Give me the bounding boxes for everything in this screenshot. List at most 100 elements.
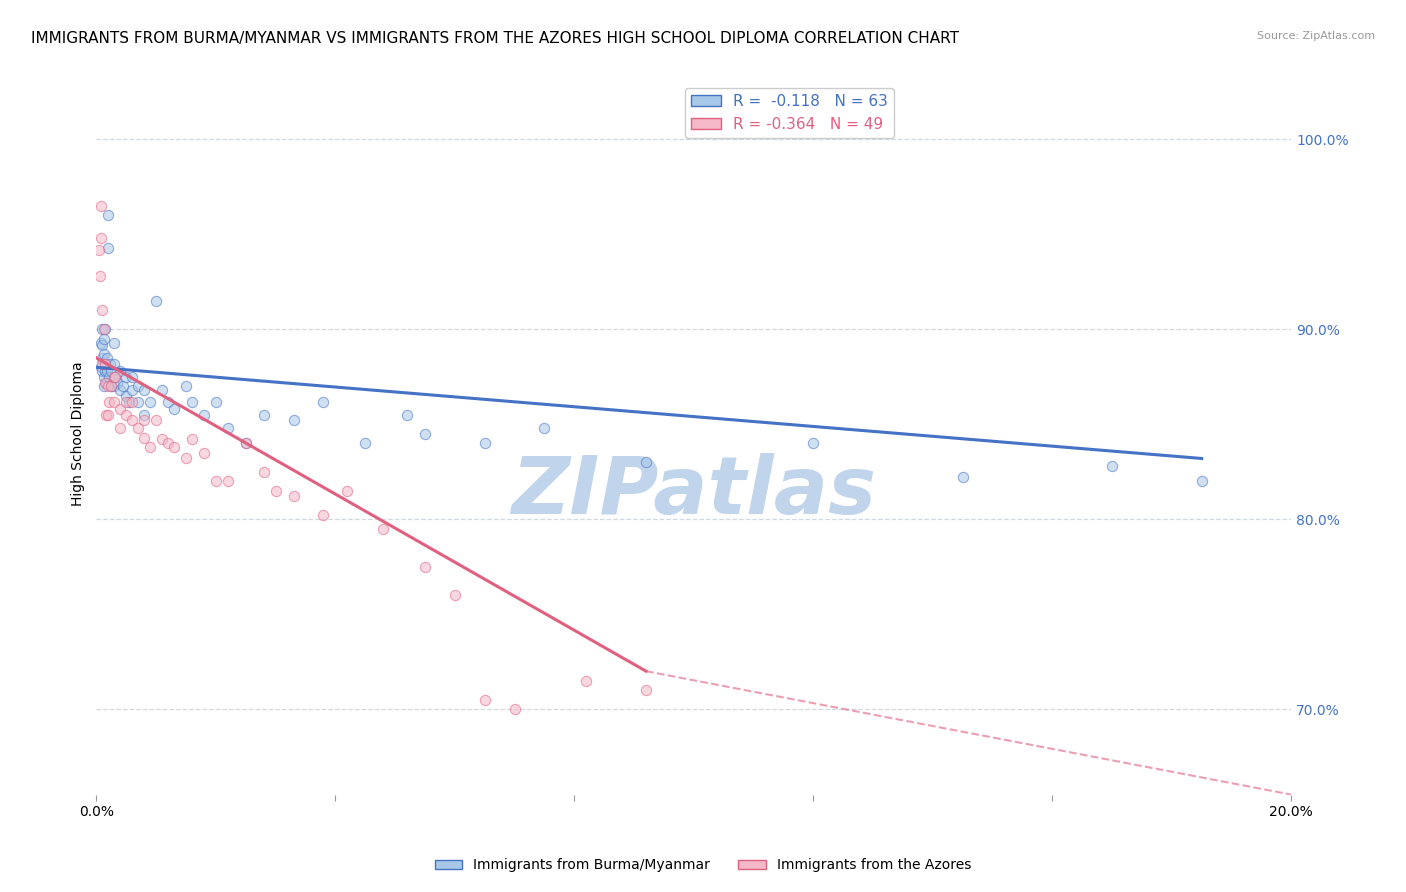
- Point: [121, 413, 143, 427]
- Point: [98, 394, 121, 409]
- Point: [205, 394, 228, 409]
- Point: [104, 369, 127, 384]
- Point: [121, 394, 143, 409]
- Point: [145, 293, 167, 308]
- Point: [217, 475, 239, 489]
- Point: [193, 408, 215, 422]
- Point: [174, 379, 197, 393]
- Point: [96, 364, 118, 378]
- Point: [91, 357, 114, 371]
- Point: [103, 335, 125, 350]
- Point: [121, 383, 143, 397]
- Point: [193, 446, 215, 460]
- Point: [100, 379, 122, 393]
- Point: [97, 208, 120, 222]
- Point: [134, 413, 156, 427]
- Point: [283, 413, 305, 427]
- Point: [952, 470, 974, 484]
- Point: [90, 231, 112, 245]
- Point: [396, 408, 419, 422]
- Point: [264, 483, 287, 498]
- Point: [474, 692, 496, 706]
- Point: [253, 465, 276, 479]
- Point: [98, 357, 121, 371]
- Point: [235, 436, 257, 450]
- Point: [312, 394, 335, 409]
- Point: [103, 369, 125, 384]
- Point: [93, 376, 115, 390]
- Point: [181, 394, 204, 409]
- Point: [93, 357, 115, 371]
- Point: [90, 335, 112, 350]
- Point: [93, 369, 115, 384]
- Point: [91, 303, 114, 318]
- Point: [139, 394, 162, 409]
- Point: [373, 522, 395, 536]
- Point: [801, 436, 824, 450]
- Point: [110, 402, 132, 417]
- Point: [205, 475, 228, 489]
- Point: [634, 455, 657, 469]
- Point: [115, 394, 138, 409]
- Point: [112, 379, 135, 393]
- Point: [634, 683, 657, 698]
- Point: [91, 364, 114, 378]
- Text: ZIPatlas: ZIPatlas: [512, 452, 876, 531]
- Point: [103, 394, 125, 409]
- Point: [89, 243, 111, 257]
- Point: [110, 383, 132, 397]
- Point: [157, 436, 180, 450]
- Legend: Immigrants from Burma/Myanmar, Immigrants from the Azores: Immigrants from Burma/Myanmar, Immigrant…: [429, 853, 977, 878]
- Point: [115, 408, 138, 422]
- Point: [1101, 459, 1123, 474]
- Point: [150, 433, 173, 447]
- Point: [474, 436, 496, 450]
- Point: [94, 322, 117, 336]
- Point: [97, 241, 120, 255]
- Point: [90, 351, 112, 365]
- Point: [1191, 475, 1213, 489]
- Point: [100, 379, 122, 393]
- Y-axis label: High School Diploma: High School Diploma: [72, 361, 86, 506]
- Point: [93, 379, 115, 393]
- Point: [163, 402, 186, 417]
- Point: [104, 369, 127, 384]
- Point: [336, 483, 359, 498]
- Legend: R =  -0.118   N = 63, R = -0.364   N = 49: R = -0.118 N = 63, R = -0.364 N = 49: [685, 87, 894, 137]
- Point: [312, 508, 335, 523]
- Point: [139, 440, 162, 454]
- Point: [110, 364, 132, 378]
- Point: [93, 322, 115, 336]
- Point: [91, 322, 114, 336]
- Point: [94, 357, 117, 371]
- Point: [103, 379, 125, 393]
- Point: [150, 383, 173, 397]
- Point: [100, 364, 122, 378]
- Text: IMMIGRANTS FROM BURMA/MYANMAR VS IMMIGRANTS FROM THE AZORES HIGH SCHOOL DIPLOMA : IMMIGRANTS FROM BURMA/MYANMAR VS IMMIGRA…: [31, 31, 959, 46]
- Point: [94, 376, 117, 390]
- Point: [110, 421, 132, 435]
- Point: [283, 490, 305, 504]
- Point: [93, 347, 115, 361]
- Point: [97, 408, 120, 422]
- Point: [118, 394, 141, 409]
- Point: [413, 559, 436, 574]
- Point: [90, 199, 112, 213]
- Point: [97, 379, 120, 393]
- Point: [181, 433, 204, 447]
- Point: [157, 394, 180, 409]
- Point: [127, 421, 149, 435]
- Point: [103, 357, 125, 371]
- Point: [127, 394, 149, 409]
- Point: [94, 364, 117, 378]
- Point: [121, 369, 143, 384]
- Point: [174, 451, 197, 466]
- Point: [503, 702, 526, 716]
- Point: [163, 440, 186, 454]
- Point: [444, 588, 467, 602]
- Text: Source: ZipAtlas.com: Source: ZipAtlas.com: [1257, 31, 1375, 41]
- Point: [533, 421, 555, 435]
- Point: [90, 360, 112, 375]
- Point: [93, 332, 115, 346]
- Point: [127, 379, 149, 393]
